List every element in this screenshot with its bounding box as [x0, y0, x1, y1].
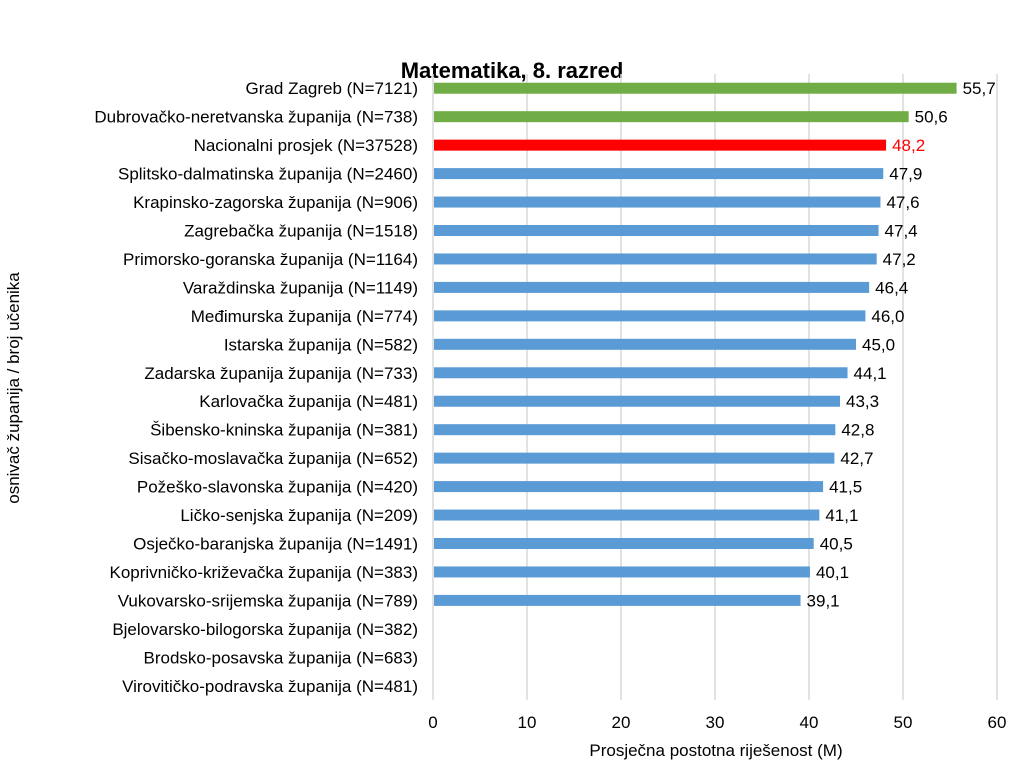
- category-label: Splitsko-dalmatinska županija (N=2460): [118, 165, 418, 184]
- category-labels: Grad Zagreb (N=7121) Dubrovačko-neretvans…: [94, 79, 418, 696]
- category-label: Grad Zagreb (N=7121): [246, 79, 418, 98]
- chart-title: Matematika, 8. razred: [401, 58, 624, 83]
- bar: [434, 168, 884, 180]
- bar: [434, 139, 887, 151]
- data-label: 45,0: [862, 335, 895, 354]
- x-axis-label: Prosječna postotna riješenost (M): [589, 741, 842, 760]
- category-label: Ličko-senjska županija (N=209): [180, 506, 418, 525]
- category-label: Požeško-slavonska županija (N=420): [137, 478, 418, 497]
- data-label: 47,9: [889, 165, 922, 184]
- bar: [434, 253, 877, 265]
- bar: [434, 424, 836, 436]
- x-tick-labels: 0 10 20 30 40 50 60: [428, 713, 1006, 732]
- bar: [434, 281, 870, 293]
- data-label: 46,0: [871, 307, 904, 326]
- category-label: Krapinsko-zagorska županija (N=906): [133, 193, 418, 212]
- category-label: Šibensko-kninska županija (N=381): [150, 421, 418, 440]
- category-label: Bjelovarsko-bilogorska županija (N=382): [112, 620, 418, 639]
- bar: [434, 310, 866, 322]
- data-label: 47,2: [883, 250, 916, 269]
- x-tick-label: 40: [800, 713, 819, 732]
- x-tick-label: 30: [706, 713, 725, 732]
- data-label: 39,1: [807, 591, 840, 610]
- data-label: 41,1: [825, 506, 858, 525]
- category-label: Virovitičko-podravska županija (N=481): [122, 677, 418, 696]
- data-label: 47,6: [886, 193, 919, 212]
- category-label: Primorsko-goranska županija (N=1164): [123, 250, 418, 269]
- category-label: Karlovačka županija (N=481): [199, 392, 418, 411]
- category-label: Zadarska županija županija (N=733): [144, 364, 418, 383]
- data-label: 42,8: [841, 421, 874, 440]
- category-label: Istarska županija (N=582): [224, 335, 418, 354]
- category-label: Koprivničko-križevačka županija (N=383): [110, 563, 419, 582]
- bar: [434, 196, 881, 208]
- bar: [434, 395, 841, 407]
- category-label: Varaždinska županija (N=1149): [183, 278, 418, 297]
- bar: [434, 367, 848, 379]
- bar: [434, 481, 824, 493]
- data-label: 42,7: [840, 449, 873, 468]
- category-label: Dubrovačko-neretvanska županija (N=738): [94, 108, 418, 127]
- x-tick-label: 10: [518, 713, 537, 732]
- data-label: 40,5: [820, 535, 853, 554]
- bar: [434, 566, 810, 578]
- category-label: Sisačko-moslavačka županija (N=652): [128, 449, 418, 468]
- value-labels: 55,7 50,6 48,2 47,9 47,6 47,4 47,2 46,4 46,0 45,0…: [807, 79, 996, 610]
- category-label: Međimurska županija (N=774): [191, 307, 418, 326]
- category-label: Vukovarsko-srijemska županija (N=789): [118, 591, 418, 610]
- data-label: 40,1: [816, 563, 849, 582]
- category-label: Osječko-baranjska županija (N=1491): [133, 535, 418, 554]
- bar: [434, 452, 835, 464]
- x-tick-label: 50: [894, 713, 913, 732]
- data-label: 47,4: [885, 222, 918, 241]
- bars: [434, 82, 957, 606]
- data-label: 46,4: [875, 278, 908, 297]
- bar: [434, 538, 814, 549]
- data-label: 43,3: [846, 392, 879, 411]
- data-label: 44,1: [854, 364, 887, 383]
- bar: [434, 82, 957, 94]
- data-label: 48,2: [892, 136, 925, 155]
- bar: [434, 594, 801, 606]
- bar: [434, 225, 879, 236]
- category-label: Nacionalni prosjek (N=37528): [194, 136, 418, 155]
- data-label: 50,6: [915, 108, 948, 127]
- x-tick-label: 60: [988, 713, 1007, 732]
- bar: [434, 338, 856, 350]
- bar: [434, 509, 820, 521]
- bar: [434, 111, 909, 123]
- x-tick-label: 20: [612, 713, 631, 732]
- y-axis-label: osnivač županija / broj učenika: [4, 272, 23, 504]
- data-label: 55,7: [963, 79, 996, 98]
- data-label: 41,5: [829, 478, 862, 497]
- x-tick-label: 0: [428, 713, 437, 732]
- category-label: Brodsko-posavska županija (N=683): [143, 648, 418, 667]
- category-label: Zagrebačka županija (N=1518): [184, 222, 418, 241]
